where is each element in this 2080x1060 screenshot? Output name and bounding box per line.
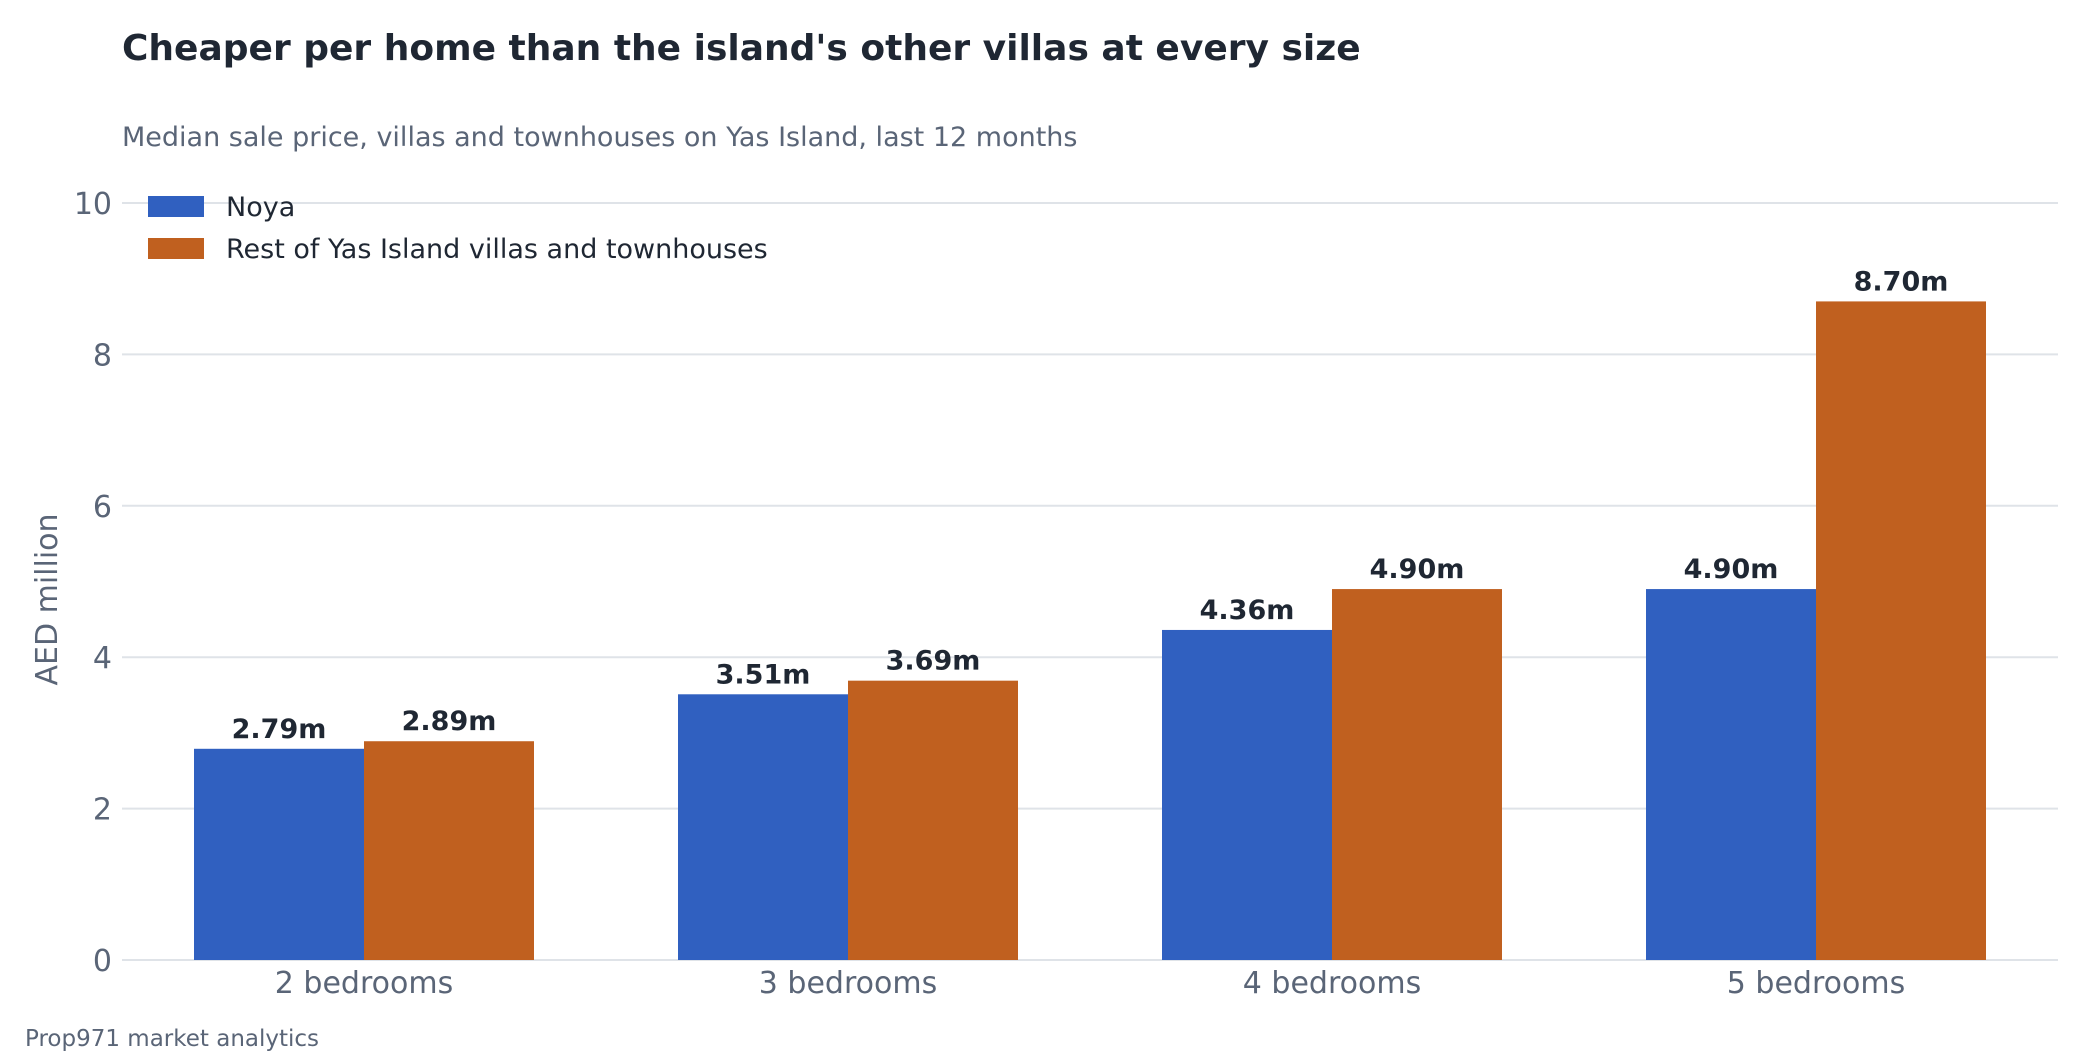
data-label: 8.70m (1854, 266, 1949, 297)
data-label: 4.90m (1684, 554, 1779, 585)
bar-rest-5br (1816, 301, 1986, 960)
data-label: 2.79m (232, 714, 327, 745)
legend-label-noya: Noya (226, 192, 295, 223)
y-tick-label-6: 6 (93, 490, 112, 525)
y-axis-title: AED million (30, 513, 65, 685)
chart-subtitle: Median sale price, villas and townhouses… (122, 122, 1078, 153)
legend-swatch-rest (148, 238, 204, 259)
bar-noya-4br (1162, 629, 1332, 960)
bar-noya-3br (678, 694, 848, 960)
bar-rest-2br (364, 741, 534, 960)
source-note: Prop971 market analytics (25, 1026, 320, 1052)
y-tick-label-4: 4 (93, 641, 112, 676)
axes: 0 2 4 6 8 10 AED million 2 bedrooms 3 bedrooms 4 … (30, 187, 1905, 1001)
x-tick-label-3-bedrooms: 3 bedrooms (759, 966, 937, 1001)
data-label: 4.36m (1200, 595, 1295, 626)
x-tick-label-2-bedrooms: 2 bedrooms (275, 966, 453, 1001)
y-tick-label-10: 10 (74, 187, 112, 222)
chart-title: Cheaper per home than the island's other… (122, 28, 1361, 69)
x-tick-label-4-bedrooms: 4 bedrooms (1243, 966, 1421, 1001)
y-tick-label-8: 8 (93, 338, 112, 373)
bar-noya-2br (194, 748, 364, 960)
legend-label-rest: Rest of Yas Island villas and townhouses (226, 234, 768, 265)
x-tick-label-5-bedrooms: 5 bedrooms (1727, 966, 1905, 1001)
bars (194, 301, 1986, 960)
bar-rest-4br (1332, 589, 1502, 960)
legend: Noya Rest of Yas Island villas and townho… (148, 192, 768, 265)
y-tick-label-0: 0 (93, 944, 112, 979)
data-label: 3.69m (886, 646, 981, 677)
data-label: 4.90m (1370, 554, 1465, 585)
bar-rest-3br (848, 680, 1018, 960)
bar-noya-5br (1646, 589, 1816, 960)
data-labels: 2.79m 2.89m 3.51m 3.69m 4.36m 4.90m 4.90m 8.70m (232, 266, 1949, 744)
data-label: 3.51m (716, 659, 811, 690)
y-tick-label-2: 2 (93, 793, 112, 828)
legend-swatch-noya (148, 196, 204, 217)
data-label: 2.89m (402, 706, 497, 737)
